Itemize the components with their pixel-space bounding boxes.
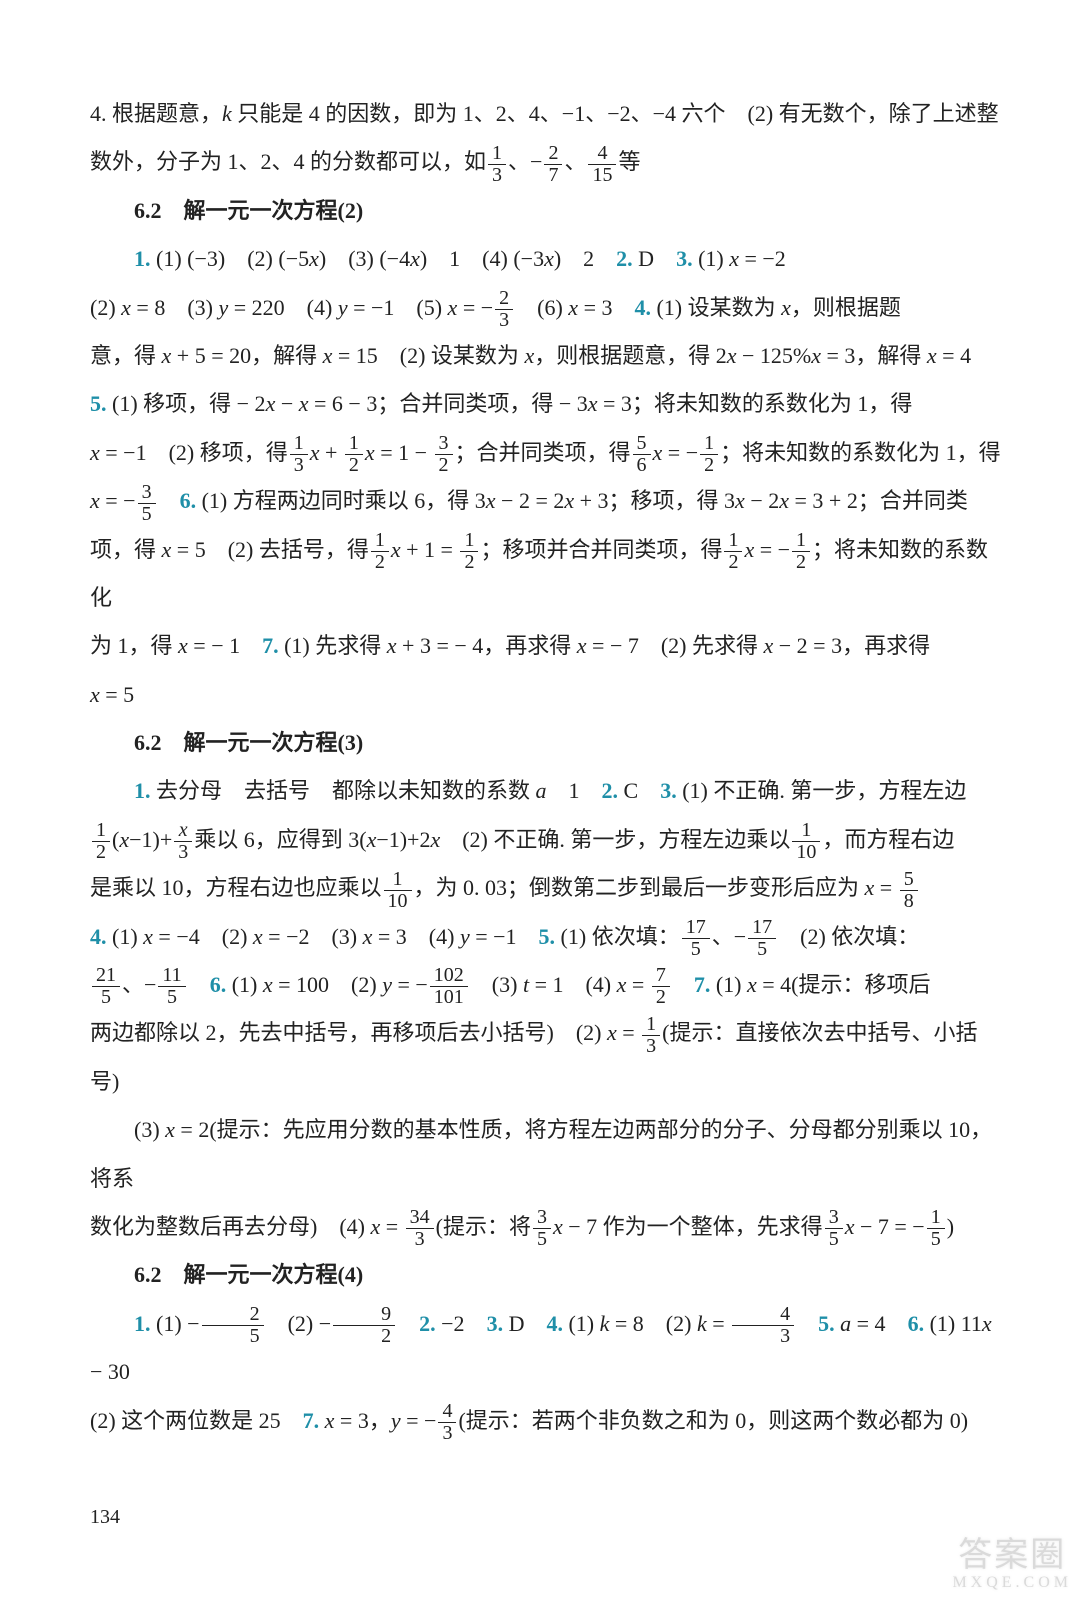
watermark: 答案圈 MXQE.COM — [952, 1537, 1072, 1592]
s2-line1: 1. (1) (−3) (2) (−5x) (3) (−4x) 1 (4) (−… — [90, 235, 1004, 283]
s2-line7: 项，得 x = 5 (2) 去括号，得12x + 1 = 12；移项并合并同类项… — [90, 526, 1004, 623]
s2-line5: x = −1 (2) 移项，得13x + 12x = 1 − 32；合并同类项，… — [90, 429, 1004, 477]
s3-line2: 12(x−1)+x3乘以 6，应得到 3(x−1)+2x (2) 不正确. 第一… — [90, 816, 1004, 864]
page: 4. 根据题意，k 只能是 4 的因数，即为 1、2、4、−1、−2、−4 六个… — [0, 0, 1084, 1599]
s3-line7: (3) x = 2(提示：先应用分数的基本性质，将方程左边两部分的分子、分母都分… — [90, 1106, 1004, 1203]
s3-line1: 1. 去分母 去括号 都除以未知数的系数 a 1 2. C 3. (1) 不正确… — [90, 767, 1004, 815]
section-6-2-3: 6.2 解一元一次方程(3) — [134, 719, 1004, 767]
s3-line5: 215、−115 6. (1) x = 100 (2) y = −102101 … — [90, 961, 1004, 1009]
s2-line4: 5. (1) 移项，得 − 2x − x = 6 − 3；合并同类项，得 − 3… — [90, 380, 1004, 428]
s3-line3: 是乘以 10，方程右边也应乘以110，为 0. 03；倒数第二步到最后一步变形后… — [90, 864, 1004, 912]
s2-line2: (2) x = 8 (3) y = 220 (4) y = −1 (5) x =… — [90, 284, 1004, 332]
watermark-text: 答案圈 — [958, 1537, 1066, 1574]
s3-line4: 4. (1) x = −4 (2) x = −2 (3) x = 3 (4) y… — [90, 913, 1004, 961]
s3-line6: 两边都除以 2，先去中括号，再移项后去小括号) (2) x = 13(提示：直接… — [90, 1009, 1004, 1106]
s2-line9: x = 5 — [90, 671, 1004, 719]
section-6-2-2: 6.2 解一元一次方程(2) — [134, 187, 1004, 235]
para-4: 4. 根据题意，k 只能是 4 的因数，即为 1、2、4、−1、−2、−4 六个… — [90, 90, 1004, 187]
page-number: 134 — [90, 1495, 1004, 1539]
section-6-2-4: 6.2 解一元一次方程(4) — [134, 1251, 1004, 1299]
s4-line2: (2) 这个两位数是 25 7. x = 3，y = −43(提示：若两个非负数… — [90, 1397, 1004, 1445]
s4-line1: 1. (1) −25 (2) −92 2. −2 3. D 4. (1) k =… — [90, 1300, 1004, 1397]
s3-line8: 数化为整数后再去分母) (4) x = 343(提示：将35x − 7 作为一个… — [90, 1203, 1004, 1251]
s2-line8: 为 1，得 x = − 1 7. (1) 先求得 x + 3 = − 4，再求得… — [90, 622, 1004, 670]
s2-line3: 意，得 x + 5 = 20，解得 x = 15 (2) 设某数为 x，则根据题… — [90, 332, 1004, 380]
s2-line6: x = −35 6. (1) 方程两边同时乘以 6，得 3x − 2 = 2x … — [90, 477, 1004, 525]
watermark-url: MXQE.COM — [952, 1574, 1072, 1592]
